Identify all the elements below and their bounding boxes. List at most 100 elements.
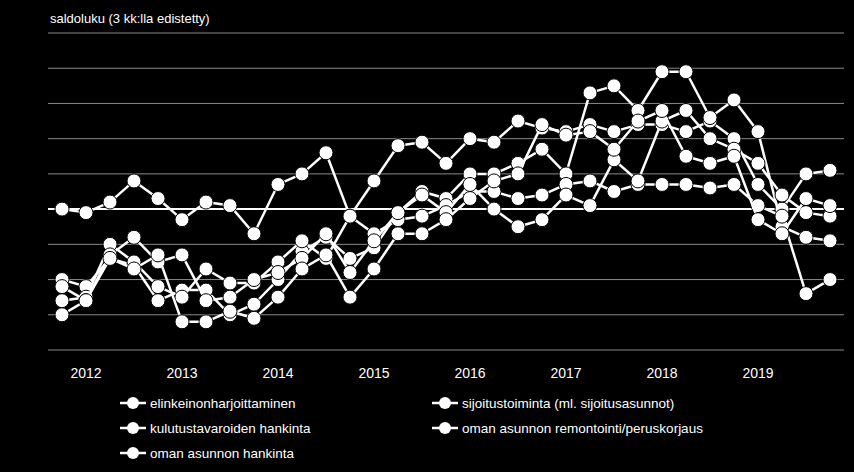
marker [511, 167, 525, 181]
x-tick-label: 2014 [262, 365, 293, 381]
grid-line [48, 350, 844, 351]
marker [607, 142, 621, 156]
marker [223, 304, 237, 318]
grid-line [48, 103, 844, 104]
marker [607, 185, 621, 199]
marker [55, 294, 69, 308]
marker [439, 213, 453, 227]
legend-label: elinkeinonharjoittaminen [150, 396, 296, 411]
marker [751, 156, 765, 170]
marker [415, 135, 429, 149]
marker [247, 227, 261, 241]
marker [583, 174, 597, 188]
marker [559, 128, 573, 142]
marker [391, 206, 405, 220]
marker [79, 294, 93, 308]
marker [367, 262, 381, 276]
grid-line [48, 68, 844, 69]
marker [127, 174, 141, 188]
background [0, 0, 854, 472]
series [55, 103, 837, 328]
marker [199, 195, 213, 209]
title: saldoluku (3 kk:lla edistetty) [50, 11, 210, 26]
marker [463, 177, 477, 191]
marker [679, 125, 693, 139]
marker [79, 294, 93, 308]
marker [823, 163, 837, 177]
marker [223, 199, 237, 213]
x-tick-label: 2013 [166, 365, 197, 381]
marker [343, 290, 357, 304]
marker [727, 177, 741, 191]
marker [151, 280, 165, 294]
marker [799, 230, 813, 244]
x-tick-label: 2016 [454, 365, 485, 381]
marker [631, 114, 645, 128]
marker [103, 251, 117, 265]
legend-marker [127, 447, 139, 459]
marker [391, 139, 405, 153]
marker [343, 266, 357, 280]
marker [823, 199, 837, 213]
marker [607, 79, 621, 93]
marker [583, 199, 597, 213]
marker [271, 266, 285, 280]
marker [247, 297, 261, 311]
marker [319, 146, 333, 160]
marker [151, 248, 165, 262]
marker [775, 209, 789, 223]
marker [583, 86, 597, 100]
marker [343, 209, 357, 223]
legend: elinkeinonharjoittaminen sijoitustoiminta… [120, 396, 703, 461]
marker [727, 149, 741, 163]
x-axis: 20122013201420152016201720182019 [70, 365, 773, 381]
marker [487, 174, 501, 188]
marker [703, 156, 717, 170]
marker [295, 167, 309, 181]
marker [679, 177, 693, 191]
marker [799, 167, 813, 181]
marker [367, 174, 381, 188]
marker [487, 202, 501, 216]
marker [463, 192, 477, 206]
legend-label: oman asunnon remontointi/peruskorjaus [462, 421, 703, 436]
x-tick-label: 2018 [646, 365, 677, 381]
marker [775, 188, 789, 202]
grid-line [48, 173, 844, 174]
marker [703, 111, 717, 125]
marker [823, 273, 837, 287]
marker [103, 251, 117, 265]
marker [391, 206, 405, 220]
marker [271, 290, 285, 304]
legend-label: sijoitustoiminta (ml. sijoitusasunnot) [462, 396, 674, 411]
marker [247, 311, 261, 325]
marker [175, 290, 189, 304]
marker [535, 213, 549, 227]
marker [127, 262, 141, 276]
series-line [62, 181, 830, 301]
grid [48, 33, 844, 350]
marker [775, 227, 789, 241]
grid-line [48, 33, 844, 34]
legend-label: oman asunnon hankinta [150, 446, 295, 461]
marker [223, 290, 237, 304]
marker [415, 209, 429, 223]
marker [199, 315, 213, 329]
marker [247, 273, 261, 287]
marker [655, 65, 669, 79]
marker [319, 227, 333, 241]
chart: saldoluku (3 kk:lla edistetty)2012201320… [0, 0, 854, 472]
marker [199, 294, 213, 308]
marker [463, 132, 477, 146]
marker [535, 142, 549, 156]
marker [175, 213, 189, 227]
marker [511, 192, 525, 206]
marker [175, 315, 189, 329]
marker [151, 192, 165, 206]
marker [583, 125, 597, 139]
marker [199, 262, 213, 276]
marker [535, 118, 549, 132]
marker [151, 294, 165, 308]
marker [751, 125, 765, 139]
marker [295, 234, 309, 248]
